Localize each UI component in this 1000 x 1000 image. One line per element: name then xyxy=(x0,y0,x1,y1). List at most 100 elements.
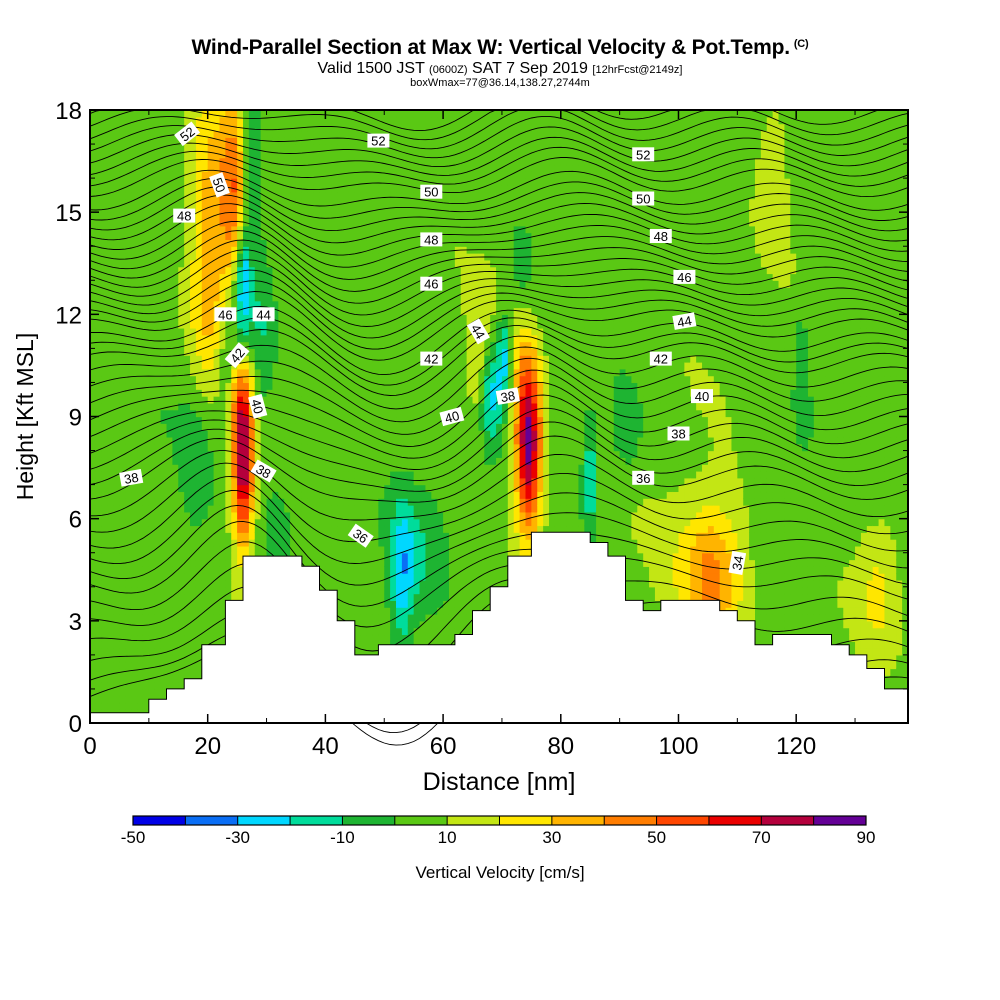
w-field-cell xyxy=(207,600,215,608)
w-field-cell xyxy=(372,450,379,458)
w-field-cell xyxy=(384,614,391,622)
w-field-cell xyxy=(384,634,391,642)
w-field-cell xyxy=(142,253,150,261)
w-field-cell xyxy=(366,184,374,193)
w-field-cell xyxy=(131,382,138,390)
w-field-cell xyxy=(207,110,215,118)
w-field-cell xyxy=(213,600,221,608)
w-field-cell xyxy=(396,600,403,608)
w-field-cell xyxy=(313,130,321,138)
w-field-cell xyxy=(313,443,321,452)
w-field-cell xyxy=(225,545,232,554)
w-field-cell xyxy=(142,593,150,601)
w-field-cell xyxy=(166,341,173,349)
w-field-cell xyxy=(225,518,232,527)
w-field-cell xyxy=(343,178,350,186)
w-field-cell xyxy=(190,327,197,336)
w-field-cell xyxy=(90,321,97,329)
w-field-cell xyxy=(166,123,173,132)
w-field-cell xyxy=(148,368,156,377)
w-field-cell xyxy=(396,321,403,329)
w-field-cell xyxy=(113,416,121,424)
w-field-cell xyxy=(295,477,303,486)
forecast-info: [12hrFcst@2149z] xyxy=(592,64,683,76)
w-field-cell xyxy=(178,334,185,343)
w-field-cell xyxy=(190,137,197,145)
w-field-cell xyxy=(243,130,250,138)
w-field-cell xyxy=(131,620,138,629)
w-field-cell xyxy=(90,246,97,254)
w-field-cell xyxy=(154,273,162,281)
w-field-cell xyxy=(154,218,162,227)
w-field-cell xyxy=(401,511,409,520)
w-field-cell xyxy=(337,436,344,445)
w-field-cell xyxy=(178,491,185,499)
w-field-cell xyxy=(113,573,121,581)
w-field-cell xyxy=(201,634,209,642)
w-field-cell xyxy=(101,607,109,615)
w-field-cell xyxy=(160,184,168,193)
w-field-cell xyxy=(243,436,250,445)
w-field-cell xyxy=(107,205,115,213)
w-field-cell xyxy=(372,341,379,349)
w-field-cell xyxy=(113,607,121,615)
w-field-cell xyxy=(160,321,168,329)
w-field-cell xyxy=(295,457,303,465)
w-field-cell xyxy=(195,273,203,281)
w-field-cell xyxy=(260,505,268,513)
w-field-cell xyxy=(390,607,397,615)
w-field-cell xyxy=(272,416,279,424)
w-field-cell xyxy=(396,293,403,302)
w-field-cell xyxy=(101,423,109,431)
w-field-cell xyxy=(160,566,168,574)
w-field-cell xyxy=(113,614,121,622)
w-field-cell xyxy=(366,498,374,506)
w-field-cell xyxy=(166,110,173,118)
w-field-cell xyxy=(195,280,203,288)
w-field-cell xyxy=(201,464,209,472)
w-field-cell xyxy=(407,253,415,261)
w-field-cell xyxy=(125,436,132,445)
w-field-cell xyxy=(201,287,209,295)
w-field-cell xyxy=(95,423,103,431)
w-field-cell xyxy=(142,375,150,384)
w-field-cell xyxy=(166,579,173,588)
w-field-cell xyxy=(378,409,385,418)
w-field-cell xyxy=(148,396,156,404)
w-field-cell xyxy=(248,362,256,370)
w-field-cell xyxy=(284,389,291,397)
w-field-cell xyxy=(178,171,185,179)
w-field-cell xyxy=(107,641,115,649)
w-field-cell xyxy=(213,443,221,452)
w-field-cell xyxy=(272,130,279,138)
w-field-cell xyxy=(172,178,179,186)
w-field-cell xyxy=(178,600,185,608)
w-field-cell xyxy=(166,641,173,649)
w-field-cell xyxy=(190,232,197,241)
w-field-cell xyxy=(213,287,221,295)
w-field-cell xyxy=(172,566,179,574)
w-field-cell xyxy=(148,246,156,254)
w-field-cell xyxy=(390,579,397,588)
w-field-cell xyxy=(119,675,126,683)
w-field-cell xyxy=(195,144,203,152)
w-field-cell xyxy=(248,280,256,288)
w-field-cell xyxy=(148,416,156,424)
w-field-cell xyxy=(125,484,132,493)
w-field-cell xyxy=(313,539,321,547)
w-field-cell xyxy=(225,436,232,445)
w-field-cell xyxy=(137,511,144,520)
w-field-cell xyxy=(101,498,109,506)
w-field-cell xyxy=(219,477,226,486)
w-field-cell xyxy=(119,627,126,636)
w-field-cell xyxy=(313,205,321,213)
w-field-cell xyxy=(95,287,103,295)
w-field-cell xyxy=(319,232,326,241)
w-field-cell xyxy=(119,362,126,370)
w-field-cell xyxy=(213,545,221,554)
w-field-cell xyxy=(160,198,168,206)
w-field-cell xyxy=(384,178,391,186)
w-field-cell xyxy=(125,259,132,268)
w-field-cell xyxy=(407,327,415,336)
w-field-cell xyxy=(360,505,368,513)
